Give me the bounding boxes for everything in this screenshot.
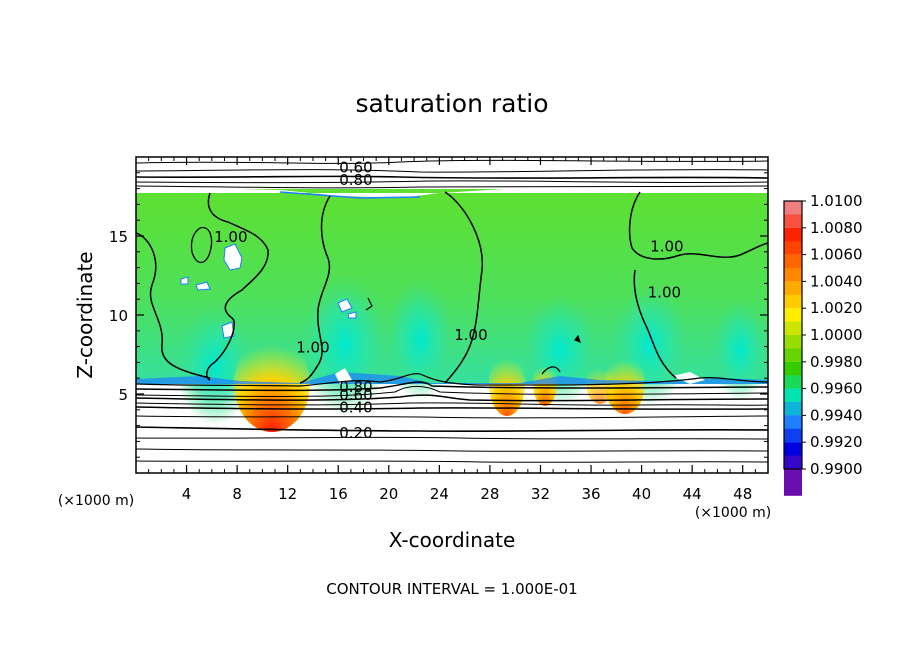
y-axis-label: Z-coordinate [73, 251, 97, 378]
colorbar-label: 0.9960 [810, 380, 863, 398]
x-tick-label: 48 [733, 485, 752, 503]
x-tick-label: 8 [232, 485, 242, 503]
colorbar-label: 0.9920 [810, 433, 863, 451]
contour-label: 1.00 [454, 326, 487, 344]
plot-area: 0.600.801.001.001.001.001.000.800.600.40… [136, 157, 768, 473]
x-tick-label: 12 [278, 485, 297, 503]
contour-label: 1.00 [648, 283, 681, 301]
colorbar-label: 1.0000 [810, 326, 863, 344]
x-unit-right: (×1000 m) [695, 505, 771, 521]
colorbar-label: 0.9980 [810, 353, 863, 371]
contour-labels: 0.600.801.001.001.001.001.000.800.600.40… [214, 158, 683, 442]
x-axis-label: X-coordinate [389, 528, 516, 552]
colorbar-blend [784, 375, 802, 389]
colorbar-label: 1.0080 [810, 219, 863, 237]
colorbar-label: 0.9940 [810, 406, 863, 424]
y-tick-label: 5 [118, 386, 128, 404]
colorbar-blend [784, 241, 802, 255]
colorbar-blend [784, 214, 802, 228]
x-tick-label: 28 [480, 485, 499, 503]
contour-label: 1.00 [650, 237, 683, 255]
colorbar-label: 1.0020 [810, 299, 863, 317]
colorbar-blend [784, 321, 802, 335]
y-axis-ticks: 5 10 15 [109, 172, 768, 458]
contour-interval-note: CONTOUR INTERVAL = 1.000E-01 [326, 580, 577, 598]
contour-label: 1.00 [296, 339, 329, 357]
contour-label: 0.40 [339, 399, 372, 417]
colorbar-blend [784, 348, 802, 362]
contour-label: 1.00 [214, 228, 247, 246]
colorbar-blend [784, 268, 802, 282]
x-tick-label: 36 [581, 485, 600, 503]
contour-lines [136, 159, 768, 463]
x-tick-label: 32 [531, 485, 550, 503]
colorbar-label: 1.0060 [810, 246, 863, 264]
colorbar-blend [784, 402, 802, 416]
x-tick-label: 20 [379, 485, 398, 503]
contour-label: 0.20 [339, 424, 372, 442]
x-tick-label: 24 [430, 485, 449, 503]
colorbar-label: 1.0100 [810, 192, 863, 210]
colorbar-swatch [784, 469, 802, 496]
colorbar-blend [784, 455, 802, 469]
colorbar-label: 1.0040 [810, 272, 863, 290]
colorbar-blend [784, 294, 802, 309]
y-tick-label: 15 [109, 228, 128, 246]
contour-label: 0.80 [339, 378, 372, 396]
x-tick-label: 44 [683, 485, 702, 503]
colorbar-blend [784, 428, 802, 443]
x-axis-ticks: 4 8 12 16 20 24 28 32 36 40 44 48 [148, 157, 756, 503]
contour-label: 0.60 [339, 158, 372, 176]
x-tick-label: 4 [182, 485, 192, 503]
contour-label: 0.80 [339, 171, 372, 189]
x-tick-label: 40 [632, 485, 651, 503]
colorbar-label: 0.9900 [810, 460, 863, 478]
colorbar: 1.0100 1.0080 1.0060 1.0040 1.0020 1.0000 0.99… [783, 192, 863, 496]
chart-title: saturation ratio [355, 89, 548, 118]
y-tick-label: 10 [109, 307, 128, 325]
x-unit-left: (×1000 m) [58, 493, 134, 509]
contour-label: 0.60 [339, 386, 372, 404]
x-tick-label: 16 [329, 485, 348, 503]
